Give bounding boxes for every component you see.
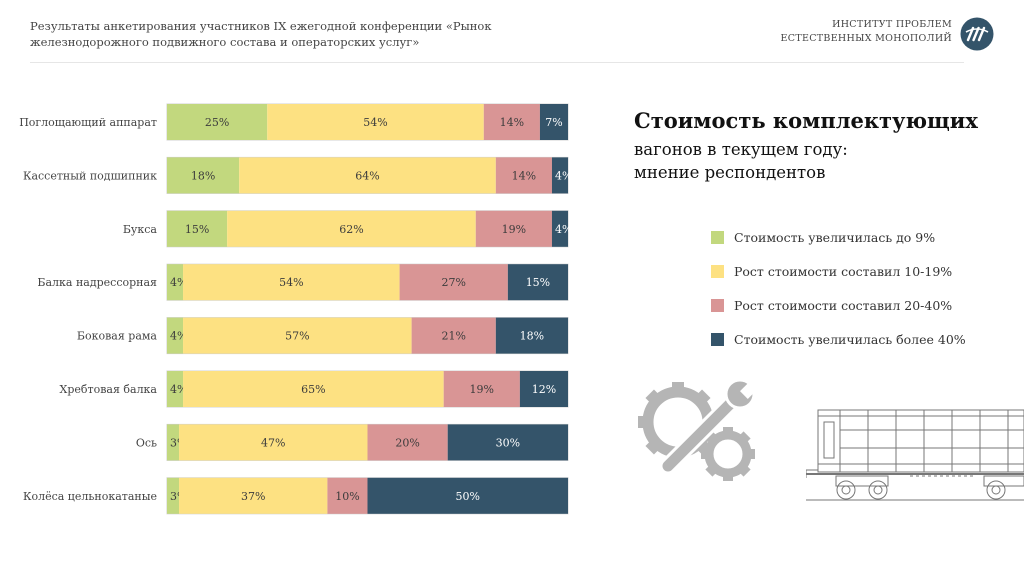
bar-segment — [227, 210, 476, 247]
data-label: 21% — [441, 330, 465, 343]
data-label: 65% — [301, 383, 325, 396]
legend-label: Рост стоимости составил 10-19% — [734, 263, 953, 279]
legend-item-over-40: Стоимость увеличилась более 40% — [711, 322, 966, 356]
data-label: 7% — [545, 116, 562, 129]
bar-segment — [179, 424, 368, 461]
data-label: 18% — [520, 330, 544, 343]
freight-wagon-icon — [806, 409, 1024, 501]
data-label: 20% — [395, 436, 419, 449]
chart-subtitle-line1: вагонов в текущем году: — [634, 140, 848, 159]
bar-segment — [167, 371, 184, 407]
survey-description: Результаты анкетирования участников IX е… — [30, 19, 492, 49]
data-label: 54% — [279, 276, 303, 289]
stacked-bar-chart: Поглощающий аппарат 25% 54% 14% 7% Кассетный … — [19, 103, 572, 515]
bar-segment — [167, 264, 184, 301]
data-label: 54% — [363, 116, 387, 129]
category-label: Кассетный подшипник — [23, 169, 157, 182]
data-label: 4% — [555, 223, 572, 236]
data-label: 19% — [502, 223, 526, 236]
data-label: 47% — [261, 436, 285, 449]
data-label: 30% — [496, 436, 520, 449]
legend-swatch — [711, 298, 724, 312]
bar-segment — [519, 371, 568, 407]
bar-segment — [483, 104, 540, 140]
data-label: 19% — [470, 383, 494, 396]
data-label: 37% — [241, 490, 265, 503]
legend-item-20-40: Рост стоимости составил 20-40% — [711, 288, 966, 322]
legend-swatch — [711, 264, 724, 278]
bar-segment — [551, 210, 568, 247]
bar-segment — [495, 157, 552, 194]
bar-segment — [183, 264, 400, 301]
bar-segment — [399, 264, 508, 301]
bar-segment — [183, 317, 412, 354]
bar-segment — [411, 317, 496, 354]
bar-segment — [367, 477, 568, 514]
chart-subtitle-line2: мнение респондентов — [634, 163, 826, 182]
bar-segment — [539, 104, 568, 140]
category-label: Ось — [136, 436, 157, 449]
legend-swatch — [711, 230, 724, 244]
legend-item-up-to-9: Стоимость увеличилась до 9% — [711, 220, 966, 254]
data-label: 14% — [500, 116, 524, 129]
data-label: 14% — [512, 169, 536, 182]
data-label: 15% — [526, 276, 550, 289]
small-gear-icon — [701, 427, 755, 481]
bar-segment — [167, 104, 268, 140]
bar-segment — [179, 477, 328, 514]
category-label: Поглощающий аппарат — [19, 116, 157, 129]
bar-segment — [551, 157, 568, 194]
data-label: 57% — [285, 330, 309, 343]
bar-segment — [167, 157, 240, 194]
data-label: 18% — [191, 169, 215, 182]
data-label: 4% — [555, 169, 572, 182]
legend-label: Рост стоимости составил 20-40% — [734, 297, 953, 313]
institute-name-line2: ЕСТЕСТВЕННЫХ МОНОПОЛИЙ — [780, 33, 952, 44]
bar-segment — [167, 424, 180, 461]
chart-title: Стоимость комплектующих — [634, 108, 978, 133]
data-label: 25% — [205, 116, 229, 129]
institute-name-line1: ИНСТИТУТ ПРОБЛЕМ — [832, 19, 952, 30]
data-label: 62% — [339, 223, 363, 236]
data-label: 10% — [335, 490, 359, 503]
institute-name: ИНСТИТУТ ПРОБЛЕМ ЕСТЕСТВЕННЫХ МОНОПОЛИЙ — [781, 18, 952, 46]
chart-legend: Стоимость увеличилась до 9% Рост стоимос… — [711, 220, 966, 356]
bar-segment — [267, 104, 484, 140]
bar-segment — [475, 210, 552, 247]
wrench-icon — [659, 378, 760, 475]
category-label: Колёса цельнокатаные — [23, 490, 157, 503]
header-divider — [30, 62, 964, 63]
data-label: 15% — [185, 223, 209, 236]
data-label: 64% — [355, 169, 379, 182]
bar-segment — [367, 424, 448, 461]
bar-segment — [167, 477, 180, 514]
institute-logo — [960, 17, 994, 51]
legend-label: Стоимость увеличилась до 9% — [734, 229, 936, 245]
category-label: Балка надрессорная — [37, 276, 157, 289]
legend-item-10-19: Рост стоимости составил 10-19% — [711, 254, 966, 288]
legend-label: Стоимость увеличилась более 40% — [734, 331, 966, 347]
bar-segment — [507, 264, 568, 301]
gears-wrench-icon — [638, 378, 760, 481]
category-label: Хребтовая балка — [59, 383, 157, 396]
category-label: Букса — [123, 223, 158, 236]
category-label: Боковая рама — [77, 330, 158, 343]
data-label: 12% — [532, 383, 556, 396]
bar-segment — [443, 371, 520, 407]
bar-segment — [167, 317, 184, 354]
bar-segment — [167, 210, 228, 247]
bar-segment — [327, 477, 368, 514]
bar-segment — [183, 371, 444, 407]
bar-segment — [495, 317, 568, 354]
legend-swatch — [711, 332, 724, 346]
data-label: 50% — [456, 490, 480, 503]
bar-segment — [447, 424, 568, 461]
chart-subtitle: вагонов в текущем году: мнение респонден… — [634, 138, 994, 184]
bar-segment — [239, 157, 496, 194]
data-label: 27% — [441, 276, 465, 289]
